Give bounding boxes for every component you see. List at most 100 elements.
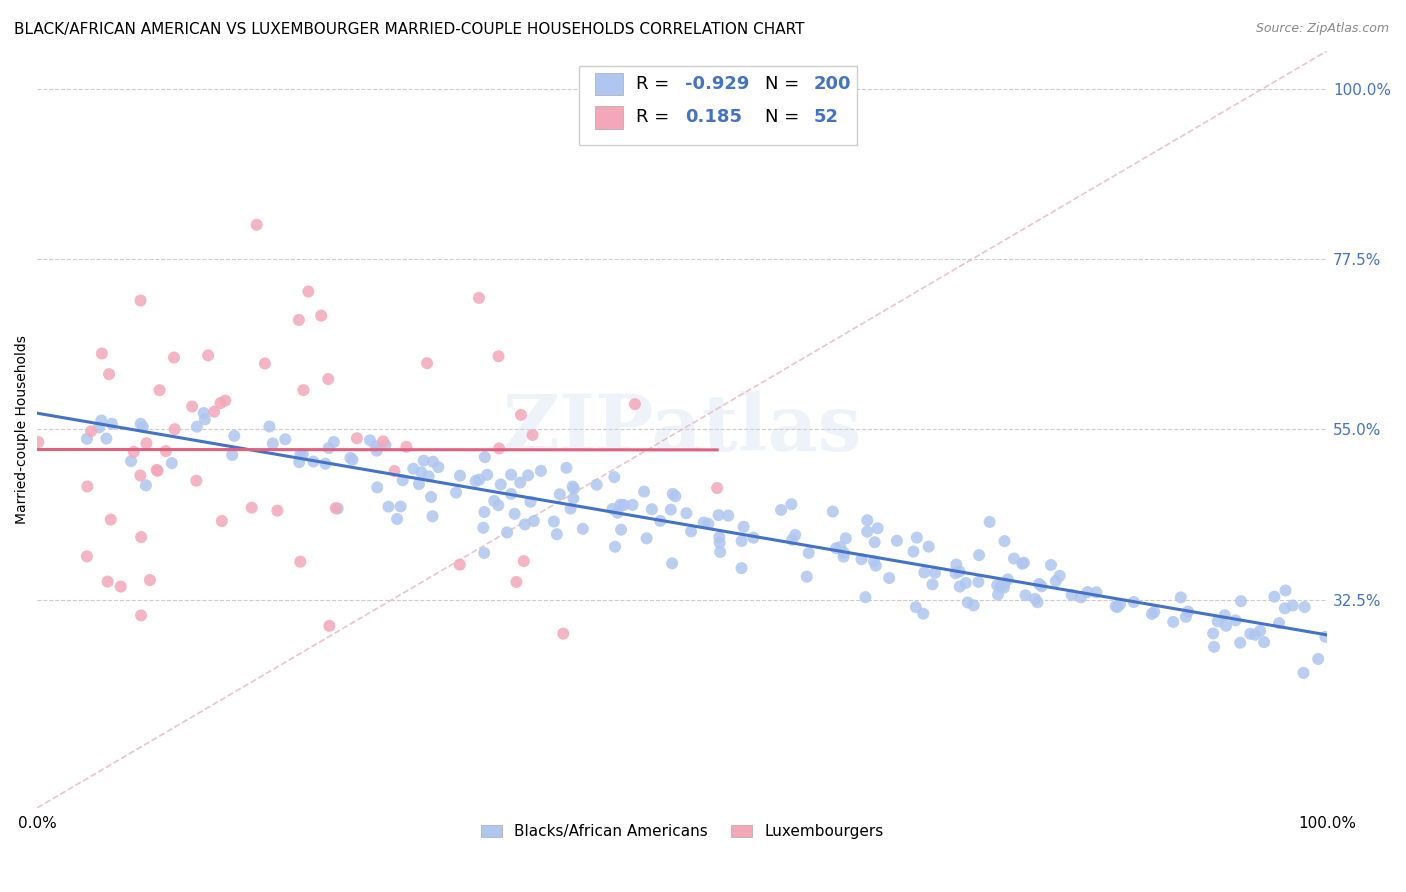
Point (90, 413, 112, 427)
Point (1026, 595, 1049, 609)
Point (155, 444, 177, 458)
Point (1143, 605, 1166, 619)
Y-axis label: Married-couple Households: Married-couple Households (15, 334, 30, 524)
Point (979, 515, 1001, 529)
Point (1085, 585, 1108, 599)
Point (1274, 583, 1296, 598)
Point (821, 504, 844, 518)
Point (650, 514, 672, 528)
Point (543, 515, 565, 529)
Point (530, 464, 553, 478)
Point (412, 453, 434, 467)
Point (503, 507, 526, 521)
Point (259, 419, 281, 434)
Point (384, 464, 406, 478)
Point (561, 479, 583, 493)
Point (562, 482, 585, 496)
Point (967, 574, 990, 589)
Point (1105, 599, 1128, 614)
Point (290, 447, 312, 461)
Point (1253, 635, 1275, 649)
Point (997, 573, 1019, 587)
Point (967, 548, 990, 562)
Point (613, 498, 636, 512)
Point (101, 417, 124, 431)
Point (1225, 613, 1247, 627)
Point (621, 498, 644, 512)
Text: Source: ZipAtlas.com: Source: ZipAtlas.com (1256, 22, 1389, 36)
Point (416, 356, 439, 370)
Point (135, 478, 157, 492)
Point (129, 608, 152, 623)
Point (856, 524, 879, 539)
Point (1014, 588, 1036, 602)
Point (610, 523, 633, 537)
Point (160, 456, 183, 470)
Point (963, 599, 986, 613)
Point (780, 497, 803, 511)
Point (475, 467, 498, 482)
Point (472, 546, 495, 560)
Point (1315, 630, 1337, 644)
Point (796, 569, 818, 583)
Point (1140, 607, 1163, 621)
Text: 0.185: 0.185 (685, 108, 742, 127)
Point (110, 580, 132, 594)
Point (246, 218, 269, 232)
Point (733, 520, 755, 534)
Point (129, 468, 152, 483)
Point (80, 424, 103, 438)
Point (1239, 627, 1261, 641)
Point (562, 491, 585, 506)
Point (1039, 558, 1062, 572)
Point (1002, 551, 1025, 566)
Point (496, 525, 519, 540)
Point (709, 545, 731, 559)
Point (903, 544, 925, 558)
Point (1060, 588, 1083, 602)
Point (505, 574, 527, 589)
Point (692, 516, 714, 530)
Point (707, 508, 730, 522)
Legend: Blacks/African Americans, Luxembourgers: Blacks/African Americans, Luxembourgers (475, 818, 890, 846)
Point (877, 571, 900, 585)
Point (661, 557, 683, 571)
Point (742, 531, 765, 545)
Point (633, 484, 655, 499)
Text: ZIPatlas: ZIPatlas (502, 392, 862, 467)
Point (291, 447, 314, 461)
Point (664, 489, 686, 503)
Point (865, 558, 887, 573)
Point (474, 450, 496, 464)
Point (990, 580, 1012, 594)
Point (444, 485, 467, 500)
Point (510, 408, 533, 422)
Point (197, 348, 219, 362)
Point (513, 517, 536, 532)
Text: N =: N = (765, 75, 799, 93)
Point (146, 464, 169, 478)
Point (139, 573, 162, 587)
Point (835, 532, 858, 546)
Point (659, 502, 682, 516)
Point (602, 502, 624, 516)
Point (374, 438, 396, 452)
Point (1308, 652, 1330, 666)
Text: BLACK/AFRICAN AMERICAN VS LUXEMBOURGER MARRIED-COUPLE HOUSEHOLDS CORRELATION CHA: BLACK/AFRICAN AMERICAN VS LUXEMBOURGER M… (14, 22, 804, 37)
Point (560, 501, 582, 516)
Point (468, 473, 491, 487)
Text: N =: N = (765, 108, 799, 127)
Point (1263, 590, 1285, 604)
Point (1202, 640, 1225, 654)
Point (314, 457, 336, 471)
Point (522, 428, 544, 442)
Point (912, 607, 935, 621)
Point (1045, 574, 1067, 588)
Point (449, 558, 471, 572)
Point (993, 581, 1015, 595)
Point (186, 419, 208, 434)
Point (224, 429, 246, 443)
Point (509, 475, 531, 490)
Point (730, 561, 752, 575)
Point (825, 541, 848, 556)
